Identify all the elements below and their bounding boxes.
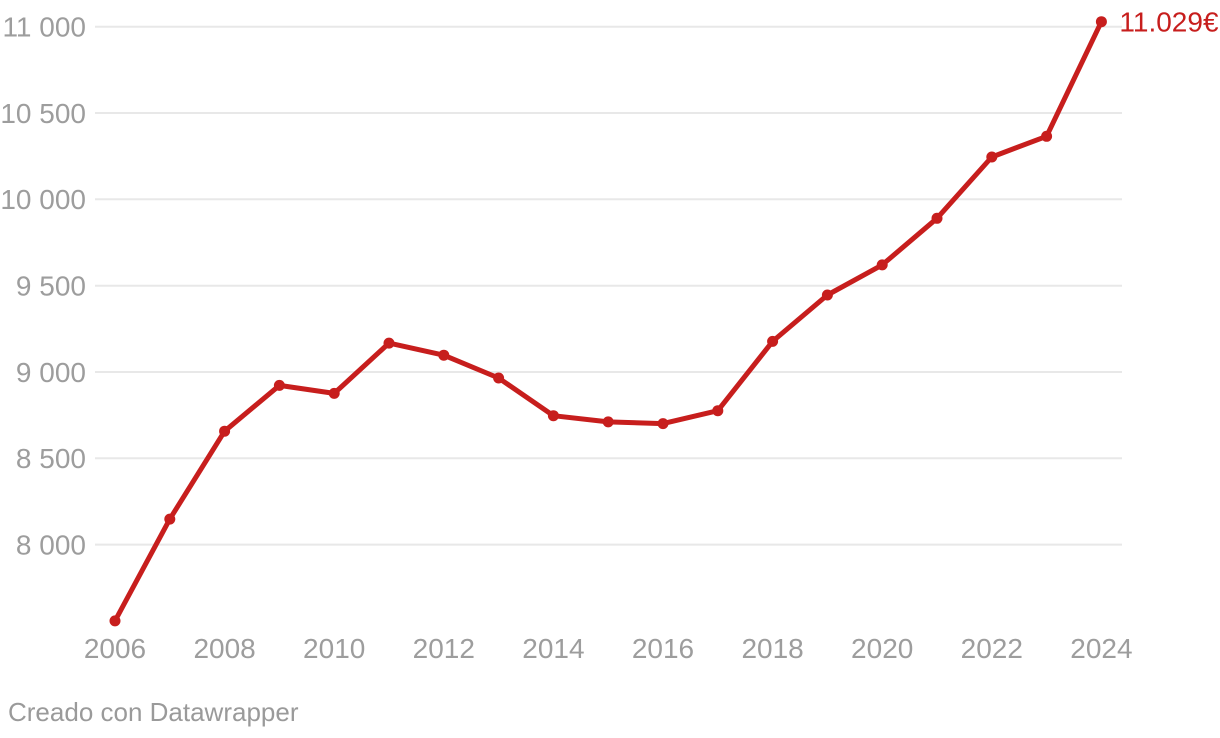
x-axis-tick-label: 2020 — [851, 633, 913, 664]
line-chart-canvas: 8 000 8 500 9 000 9 500 10 000 10 500 11 000 20… — [0, 7, 1219, 665]
data-point-2020[interactable] — [876, 259, 888, 271]
end-value-label: 11.029€ — [1119, 7, 1219, 38]
x-axis-tick-label: 2012 — [413, 633, 475, 664]
data-point-2024[interactable] — [1095, 16, 1107, 28]
y-axis-tick-label: 10 000 — [0, 184, 86, 215]
data-point-2012[interactable] — [438, 349, 450, 361]
x-axis-tick-label: 2022 — [961, 633, 1023, 664]
y-axis-tick-label: 10 500 — [0, 98, 86, 129]
y-axis-tick-label: 11 000 — [2, 12, 86, 43]
data-point-2018[interactable] — [767, 335, 779, 347]
data-point-2017[interactable] — [712, 405, 724, 417]
data-point-2006[interactable] — [109, 615, 121, 627]
data-point-2009[interactable] — [273, 379, 285, 391]
data-point-2013[interactable] — [493, 372, 505, 384]
x-axis-tick-label: 2018 — [741, 633, 803, 664]
y-axis-tick-label: 8 000 — [16, 529, 86, 560]
y-axis-tick-label: 9 500 — [16, 271, 86, 302]
data-point-2016[interactable] — [657, 418, 669, 430]
data-point-2007[interactable] — [164, 513, 176, 525]
x-axis-tick-label: 2014 — [522, 633, 584, 664]
data-point-2019[interactable] — [821, 289, 833, 301]
data-point-2022[interactable] — [986, 151, 998, 163]
data-point-2023[interactable] — [1041, 130, 1053, 142]
data-point-2010[interactable] — [328, 387, 340, 399]
x-axis-tick-label: 2016 — [632, 633, 694, 664]
data-point-2015[interactable] — [602, 416, 614, 428]
x-axis-tick-label: 2010 — [303, 633, 365, 664]
chart-area: 8 000 8 500 9 000 9 500 10 000 10 500 11 000 20… — [0, 7, 1219, 665]
x-axis-tick-label: 2008 — [193, 633, 255, 664]
y-axis-tick-label: 8 500 — [16, 443, 86, 474]
data-point-2014[interactable] — [547, 410, 559, 422]
data-point-2021[interactable] — [931, 212, 943, 224]
x-axis-tick-label: 2006 — [84, 633, 146, 664]
x-axis-tick-label: 2024 — [1070, 633, 1132, 664]
attribution-text: Creado con Datawrapper — [8, 697, 299, 727]
data-line — [112, 19, 1104, 624]
data-point-2011[interactable] — [383, 337, 395, 349]
data-point-2008[interactable] — [219, 425, 231, 437]
y-axis-tick-label: 9 000 — [16, 357, 86, 388]
